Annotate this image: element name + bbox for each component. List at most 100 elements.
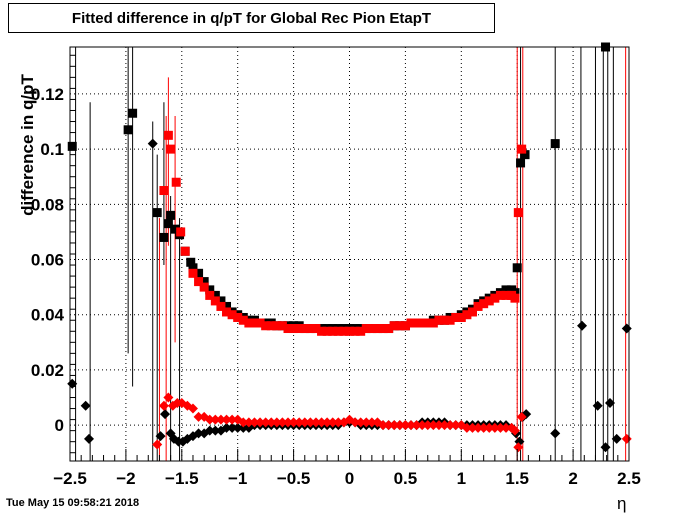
diamond-marker: [305, 417, 316, 428]
diamond-marker: [495, 422, 506, 433]
square-marker: [277, 321, 287, 331]
square-marker: [186, 257, 196, 267]
y-tick-label: 0.04: [31, 306, 65, 325]
diamond-marker: [210, 425, 221, 436]
diamond-marker: [322, 417, 333, 428]
diamond-marker: [361, 417, 372, 428]
diamond-marker: [621, 433, 632, 444]
square-marker: [188, 263, 198, 273]
square-marker: [205, 290, 215, 300]
diamond-marker: [249, 417, 260, 428]
square-marker: [350, 326, 360, 336]
diamond-marker: [461, 422, 472, 433]
square-marker: [389, 321, 399, 331]
square-marker: [159, 186, 169, 196]
diamond-marker: [445, 420, 456, 431]
square-marker: [512, 263, 522, 273]
square-marker: [395, 321, 405, 331]
diamond-marker: [366, 417, 377, 428]
square-marker: [199, 277, 209, 287]
square-marker: [171, 177, 181, 187]
square-marker: [180, 246, 190, 256]
diamond-marker: [350, 417, 361, 428]
diamond-marker: [187, 403, 198, 414]
diamond-marker: [294, 417, 305, 428]
chart-title: Fitted difference in q/pT for Global Rec…: [8, 3, 495, 33]
square-marker: [311, 324, 321, 334]
x-tick-label: −2: [116, 469, 135, 488]
square-marker: [67, 141, 77, 151]
diamond-marker: [422, 420, 433, 431]
diamond-marker: [439, 420, 450, 431]
y-tick-label: 0.12: [31, 85, 64, 104]
error-bars: [75, 47, 627, 461]
square-marker: [378, 324, 388, 334]
diamond-marker: [433, 420, 444, 431]
square-marker: [163, 219, 173, 229]
diamond-marker: [509, 425, 520, 436]
square-marker: [451, 312, 461, 322]
diamond-marker: [383, 420, 394, 431]
diamond-marker: [299, 417, 310, 428]
diamond-marker: [611, 433, 622, 444]
x-tick-label: 1: [457, 469, 466, 488]
diamond-marker: [158, 400, 169, 411]
square-marker: [501, 285, 511, 295]
x-tick-label: 2: [568, 469, 577, 488]
square-marker: [283, 324, 293, 334]
square-marker: [227, 310, 237, 320]
axis-ticks: [69, 54, 630, 461]
square-marker: [339, 326, 349, 336]
square-marker: [272, 321, 282, 331]
diamond-marker: [473, 422, 484, 433]
square-marker: [367, 324, 377, 334]
square-marker: [152, 208, 162, 218]
square-marker: [322, 326, 332, 336]
diamond-marker: [283, 417, 294, 428]
diamond-marker: [389, 420, 400, 431]
diamond-marker: [255, 417, 266, 428]
diamond-marker: [550, 428, 561, 439]
square-marker: [216, 301, 226, 311]
x-tick-label: −2.5: [53, 469, 87, 488]
diamond-marker: [450, 420, 461, 431]
square-marker: [440, 315, 450, 325]
square-marker: [222, 301, 232, 311]
square-marker: [249, 318, 259, 328]
diamond-marker: [600, 442, 611, 453]
square-marker: [462, 310, 472, 320]
diamond-marker: [232, 422, 243, 433]
diamond-marker: [160, 409, 171, 420]
diamond-marker: [84, 433, 95, 444]
diamond-marker: [316, 417, 327, 428]
diamond-marker: [204, 414, 215, 425]
diamond-marker: [400, 420, 411, 431]
diamond-marker: [152, 439, 163, 450]
x-tick-label: −0.5: [277, 469, 311, 488]
y-tick-label: 0.08: [31, 195, 64, 214]
diamond-marker: [271, 417, 282, 428]
diamond-marker: [238, 422, 249, 433]
square-marker: [434, 315, 444, 325]
square-marker: [166, 210, 176, 220]
diamond-marker: [193, 411, 204, 422]
square-marker: [456, 312, 466, 322]
diamond-marker: [204, 425, 215, 436]
square-marker: [400, 321, 410, 331]
square-marker: [423, 318, 433, 328]
square-marker: [300, 324, 310, 334]
square-marker: [205, 285, 215, 295]
square-marker: [170, 224, 180, 234]
diamond-marker: [227, 422, 238, 433]
x-tick-label: −1.5: [165, 469, 199, 488]
diamond-marker: [215, 414, 226, 425]
square-marker: [159, 232, 169, 242]
diamond-marker: [428, 420, 439, 431]
x-tick-label: 2.5: [617, 469, 641, 488]
square-marker: [163, 130, 173, 140]
diamond-marker: [355, 417, 366, 428]
diamond-marker: [604, 398, 615, 409]
diamond-marker: [467, 422, 478, 433]
square-marker: [199, 282, 209, 292]
